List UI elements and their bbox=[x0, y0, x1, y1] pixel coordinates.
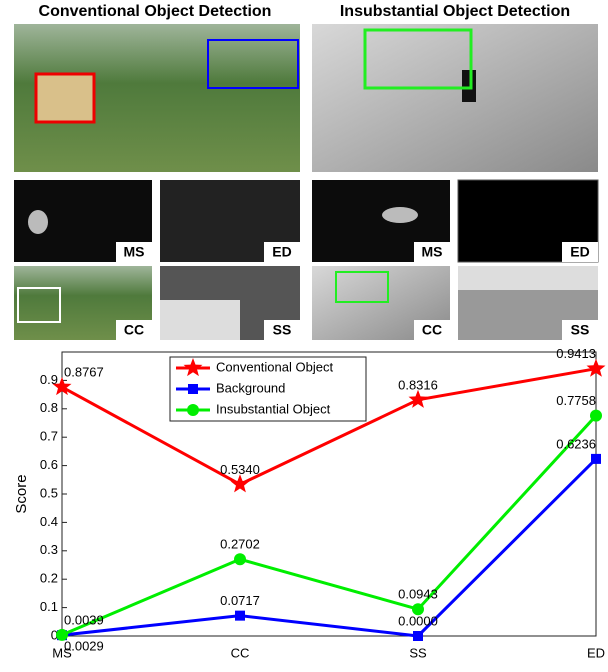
label-box bbox=[414, 242, 450, 262]
panel-label: CC bbox=[124, 322, 144, 338]
box bbox=[207, 39, 299, 89]
value-label: 0.0943 bbox=[398, 587, 438, 602]
y-axis-label: Score bbox=[13, 474, 30, 513]
legend-marker bbox=[183, 358, 203, 377]
box bbox=[363, 28, 473, 90]
label-box bbox=[116, 320, 152, 340]
image bbox=[312, 24, 598, 172]
point bbox=[586, 358, 606, 377]
label-box bbox=[116, 242, 152, 262]
value-label: 0.6236 bbox=[556, 436, 596, 451]
point bbox=[408, 389, 428, 408]
panel-label: SS bbox=[571, 322, 590, 338]
label-box bbox=[562, 242, 598, 262]
panel-label: SS bbox=[273, 322, 292, 338]
series-line bbox=[61, 367, 597, 487]
point bbox=[230, 474, 250, 493]
y-tick-label: 0.1 bbox=[40, 599, 58, 614]
point bbox=[412, 603, 424, 616]
label-box bbox=[264, 242, 300, 262]
label-box bbox=[414, 320, 450, 340]
y-tick-label: 0.4 bbox=[40, 514, 58, 529]
box bbox=[17, 287, 61, 323]
value-label: 0.7758 bbox=[556, 393, 596, 408]
y-tick-label: 0.7 bbox=[40, 429, 58, 444]
panel-label: ED bbox=[570, 244, 589, 260]
point bbox=[590, 409, 602, 422]
value-label: 0.9413 bbox=[556, 346, 596, 361]
y-tick-label: 0.6 bbox=[40, 457, 58, 472]
value-label: 0.0000 bbox=[398, 613, 438, 628]
value-label: 0.8316 bbox=[398, 377, 438, 392]
y-tick-label: 0.2 bbox=[40, 571, 58, 586]
y-tick-label: 0.8 bbox=[40, 400, 58, 415]
series-line bbox=[61, 457, 598, 638]
y-tick-label: 0.5 bbox=[40, 485, 58, 500]
x-tick-label: MS bbox=[52, 645, 72, 660]
label-box bbox=[264, 320, 300, 340]
label-box bbox=[562, 320, 598, 340]
y-tick-label: 0 bbox=[51, 627, 58, 642]
value-label: 0.8767 bbox=[64, 364, 104, 379]
box bbox=[335, 271, 389, 303]
legend-label: Background bbox=[216, 380, 285, 395]
legend-label: Insubstantial Object bbox=[216, 401, 331, 416]
region bbox=[160, 300, 240, 340]
value-label: 0.0039 bbox=[64, 612, 104, 627]
train-box bbox=[34, 72, 96, 124]
panel-label: MS bbox=[124, 244, 145, 260]
point bbox=[52, 377, 72, 396]
panel-label: MS bbox=[422, 244, 443, 260]
region bbox=[458, 266, 598, 290]
value-label: 0.2702 bbox=[220, 537, 260, 552]
value-label: 0.0029 bbox=[64, 639, 104, 654]
value-label: 0.5340 bbox=[220, 462, 260, 477]
legend-marker bbox=[187, 404, 199, 416]
point bbox=[413, 631, 423, 641]
x-tick-label: ED bbox=[587, 645, 605, 660]
point bbox=[234, 553, 246, 566]
point bbox=[56, 628, 68, 641]
panel-label: ED bbox=[272, 244, 291, 260]
point bbox=[591, 453, 601, 464]
legend-marker bbox=[188, 384, 198, 394]
x-tick-label: CC bbox=[231, 645, 250, 660]
legend-label: Conventional Object bbox=[216, 359, 333, 374]
panel-title: Conventional Object Detection bbox=[39, 3, 272, 20]
blob bbox=[28, 210, 48, 234]
value-label: 0.0717 bbox=[220, 593, 260, 608]
object bbox=[462, 70, 476, 102]
panel-label: CC bbox=[422, 322, 442, 338]
series-line bbox=[61, 414, 598, 637]
blob bbox=[382, 207, 418, 223]
point bbox=[235, 610, 245, 621]
x-tick-label: SS bbox=[409, 645, 427, 660]
y-tick-label: 0.9 bbox=[40, 372, 58, 387]
panel-title: Insubstantial Object Detection bbox=[340, 3, 570, 20]
y-tick-label: 0.3 bbox=[40, 542, 58, 557]
